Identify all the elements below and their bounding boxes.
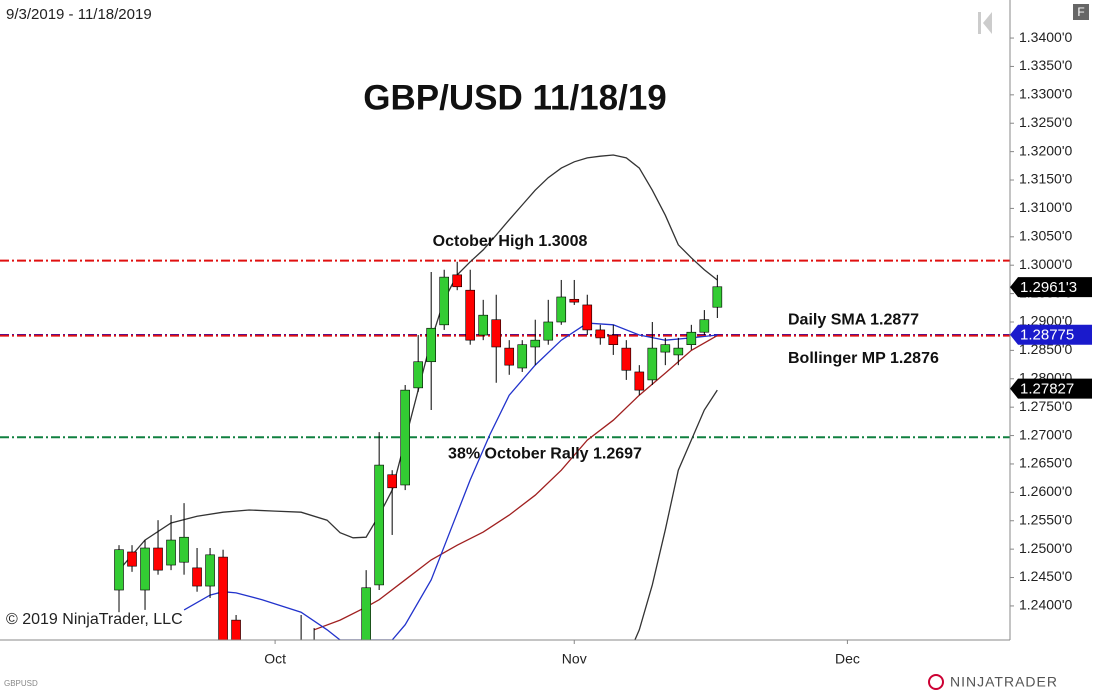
price-marker [1010, 277, 1092, 298]
candle-body [478, 314, 489, 336]
y-tick-label: 1.2500'0 [1019, 540, 1072, 556]
y-tick-label: 1.3050'0 [1019, 228, 1072, 244]
candle-body [595, 329, 606, 339]
candle-body [400, 389, 410, 486]
candle-body [556, 296, 567, 323]
y-tick-label: 1.2450'0 [1019, 568, 1072, 584]
price-marker-label: 1.27827 [1020, 381, 1074, 398]
candle-body [647, 347, 658, 381]
candle-body [387, 474, 397, 489]
candle-body [166, 539, 176, 566]
y-tick-label: 1.3250'0 [1019, 114, 1072, 130]
candle-body [153, 547, 163, 571]
candle-body [686, 331, 697, 346]
indicator-line [313, 335, 718, 631]
candle-body [673, 347, 684, 356]
candle-body [361, 587, 371, 640]
y-tick-label: 1.2550'0 [1019, 511, 1072, 527]
candle-body [140, 547, 150, 591]
candle-body [192, 567, 202, 587]
candle-body [218, 556, 228, 640]
chart-title: GBP/USD 11/18/19 [363, 78, 667, 117]
svg-text:F: F [1077, 5, 1084, 19]
y-tick-label: 1.2750'0 [1019, 398, 1072, 414]
candle-body [543, 321, 554, 341]
x-tick-label: Dec [835, 651, 860, 667]
price-marker-label: 1.2961'3 [1020, 279, 1077, 296]
indicator-line [634, 389, 718, 640]
y-tick-label: 1.2400'0 [1019, 597, 1072, 613]
level-label: Bollinger MP 1.2876 [788, 350, 939, 367]
candle-body [712, 286, 723, 308]
candle-body [231, 619, 241, 640]
y-tick-label: 1.3350'0 [1019, 57, 1072, 73]
y-tick-label: 1.3150'0 [1019, 171, 1072, 187]
y-tick-label: 1.2700'0 [1019, 426, 1072, 442]
plot-area [0, 154, 1010, 657]
y-tick-label: 1.2900'0 [1019, 313, 1072, 329]
y-tick-label: 1.2850'0 [1019, 341, 1072, 357]
collapse-icon[interactable] [978, 12, 992, 34]
candle-body [205, 554, 215, 587]
candle-body [660, 344, 671, 353]
copyright: © 2019 NinjaTrader, LLC [6, 611, 183, 628]
candle-body [465, 289, 476, 341]
price-marker [1010, 378, 1092, 399]
date-range: 9/3/2019 - 11/18/2019 [6, 6, 152, 23]
symbol: GBPUSD [4, 679, 38, 688]
candle-body [634, 371, 645, 391]
level-label: 38% October Rally 1.2697 [448, 445, 642, 462]
level-label: October High 1.3008 [433, 233, 588, 250]
candle-body [439, 276, 449, 326]
candle-body [530, 339, 541, 348]
candle-body [179, 536, 189, 563]
candle-body [569, 298, 580, 303]
y-tick-label: 1.2650'0 [1019, 455, 1072, 471]
y-tick-label: 1.3200'0 [1019, 142, 1072, 158]
candle-body [699, 319, 710, 333]
indicator-line [118, 154, 718, 571]
price-marker-label: 1.28775 [1020, 327, 1074, 344]
y-tick-label: 1.3100'0 [1019, 199, 1072, 215]
y-tick-label: 1.3400'0 [1019, 29, 1072, 45]
candle-body [621, 347, 632, 371]
x-tick-label: Nov [562, 651, 587, 667]
candle-body [582, 304, 593, 331]
candle-body [374, 464, 384, 586]
candle-body [297, 646, 306, 657]
level-label: Daily SMA 1.2877 [788, 311, 919, 328]
price-marker [1010, 324, 1092, 345]
candle-body [452, 274, 462, 288]
candle-body [310, 646, 319, 652]
f-button[interactable]: F [1073, 4, 1089, 20]
candle-body [491, 319, 502, 348]
x-tick-label: Oct [264, 651, 286, 667]
candle-body [413, 361, 423, 389]
y-tick-label: 1.3300'0 [1019, 86, 1072, 102]
candle-body [504, 347, 515, 366]
brand-logo: NINJATRADER [928, 674, 1058, 690]
candle-body [114, 549, 124, 591]
brand: NINJATRADER [950, 674, 1058, 690]
y-tick-label: 1.3000'0 [1019, 256, 1072, 272]
indicator-line [183, 322, 718, 640]
candle-body [608, 334, 619, 346]
candle-body [426, 327, 436, 363]
candle-body [127, 551, 137, 567]
y-tick-label: 1.2600'0 [1019, 483, 1072, 499]
candle-body [517, 344, 528, 369]
